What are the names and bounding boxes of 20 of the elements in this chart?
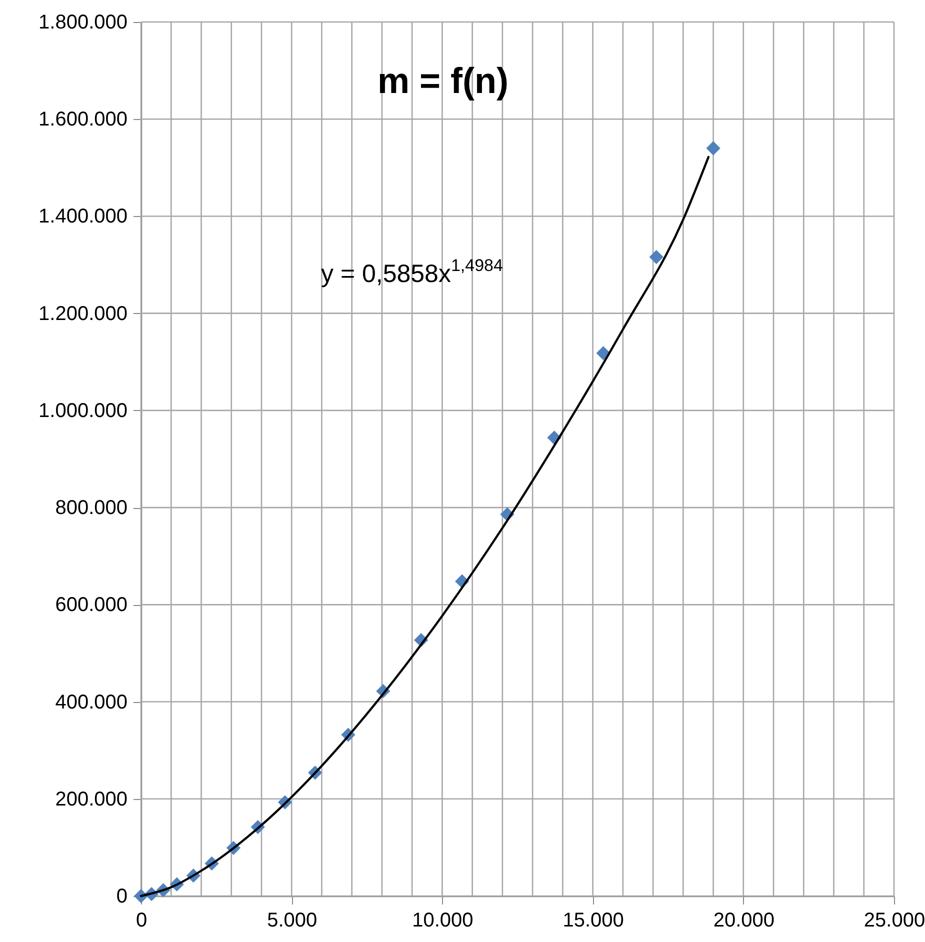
x-tick-label: 5.000 <box>267 910 318 932</box>
point <box>649 250 664 264</box>
x-tick-label: 10.000 <box>412 910 474 932</box>
x-tick-label: 15.000 <box>562 910 624 932</box>
point <box>706 141 720 156</box>
point <box>596 346 610 360</box>
y-tick-label: 1.200.000 <box>38 302 128 325</box>
y-tick-label: 800.000 <box>55 497 128 520</box>
y-tick-label: 1.600.000 <box>38 108 128 131</box>
x-tick-label: 0 <box>136 910 148 932</box>
x-tick-label: 25.000 <box>864 910 925 932</box>
text: m = f(n) <box>378 60 508 101</box>
y-tick-label: 200.000 <box>55 788 128 810</box>
y-tick-label: 600.000 <box>55 594 128 616</box>
x-tick-label: 20.000 <box>713 910 774 932</box>
y-tick-label: 1.000.000 <box>38 400 128 422</box>
y-tick-label: 0 <box>116 886 128 908</box>
y-tick-label: 1.800.000 <box>38 12 128 34</box>
y-tick-label: 400.000 <box>55 691 128 714</box>
y-tick-label: 1.400.000 <box>38 206 128 228</box>
